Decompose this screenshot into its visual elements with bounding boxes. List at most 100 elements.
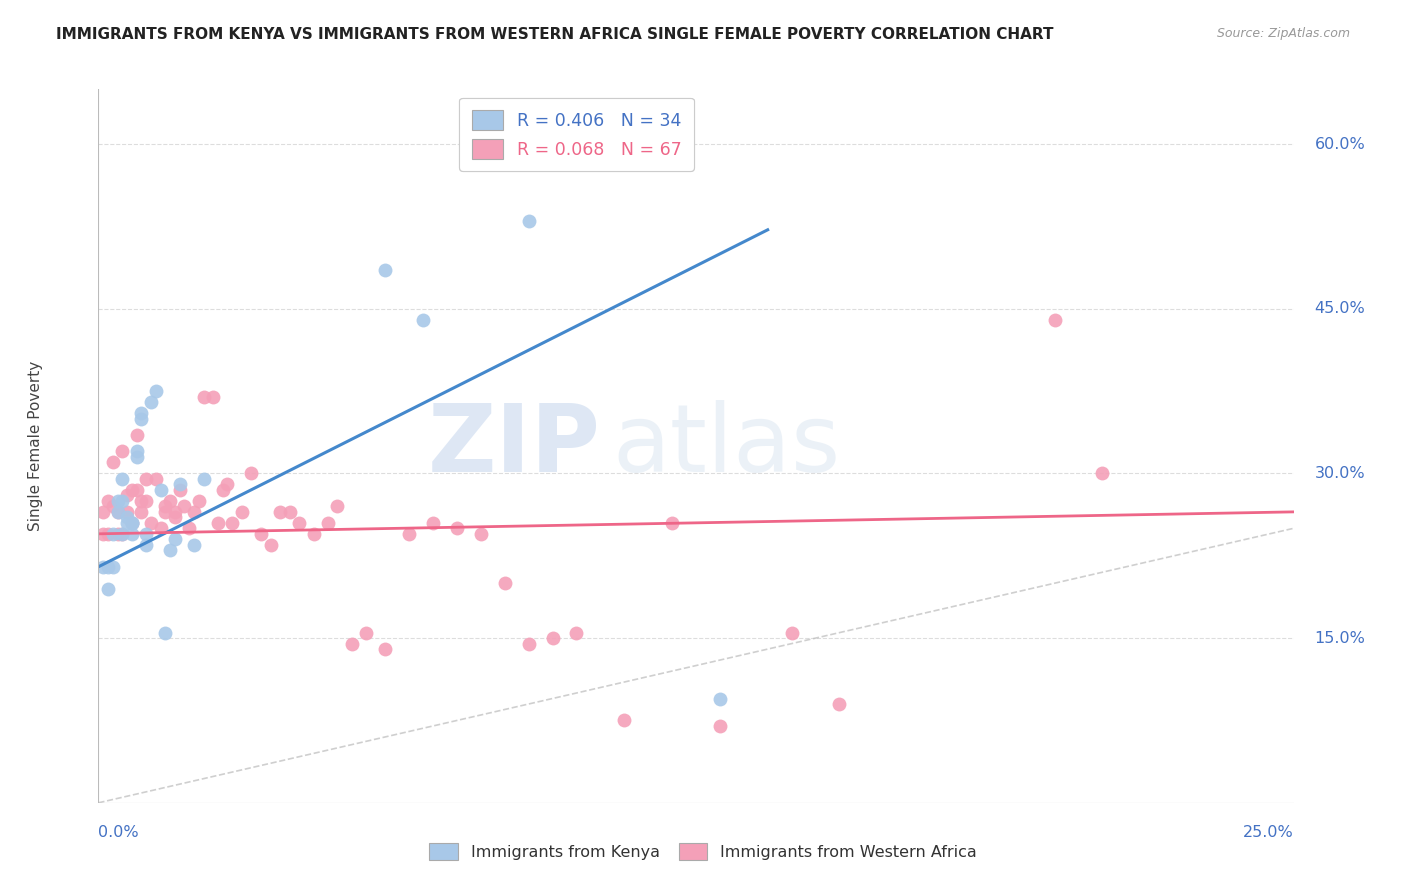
Point <box>780 625 803 640</box>
Point <box>278 505 301 519</box>
Point <box>125 428 148 442</box>
Point <box>446 521 468 535</box>
Point <box>828 697 851 711</box>
Point <box>269 505 291 519</box>
Legend: R = 0.406   N = 34, R = 0.068   N = 67: R = 0.406 N = 34, R = 0.068 N = 67 <box>460 98 693 171</box>
Point <box>91 505 114 519</box>
Point <box>107 526 129 541</box>
Point <box>97 526 120 541</box>
Point <box>565 625 588 640</box>
Point <box>541 631 564 645</box>
Point <box>155 625 177 640</box>
Point <box>139 516 162 530</box>
Point <box>179 521 201 535</box>
Point <box>125 483 148 497</box>
Point <box>217 477 239 491</box>
Text: 0.0%: 0.0% <box>98 825 139 840</box>
Point <box>470 526 492 541</box>
Point <box>163 510 186 524</box>
Text: 30.0%: 30.0% <box>1315 466 1365 481</box>
Point <box>517 637 540 651</box>
Point <box>139 395 162 409</box>
Point <box>211 483 233 497</box>
Point <box>231 505 253 519</box>
Point <box>326 500 349 514</box>
Point <box>187 494 209 508</box>
Point <box>709 691 731 706</box>
Point <box>111 444 134 458</box>
Point <box>374 642 396 657</box>
Point <box>145 384 167 398</box>
Point <box>354 625 377 640</box>
Point <box>316 516 339 530</box>
Point <box>115 510 138 524</box>
Point <box>135 494 157 508</box>
Point <box>121 483 143 497</box>
Point <box>240 467 263 481</box>
Point <box>131 411 153 425</box>
Point <box>107 494 129 508</box>
Point <box>169 483 191 497</box>
Point <box>91 559 114 574</box>
Text: Source: ZipAtlas.com: Source: ZipAtlas.com <box>1216 27 1350 40</box>
Point <box>101 559 124 574</box>
Point <box>183 538 205 552</box>
Point <box>131 505 153 519</box>
Point <box>207 516 229 530</box>
Point <box>259 538 281 552</box>
Text: ZIP: ZIP <box>427 400 600 492</box>
Point <box>169 477 191 491</box>
Point <box>115 505 138 519</box>
Point <box>288 516 311 530</box>
Point <box>125 450 148 464</box>
Text: IMMIGRANTS FROM KENYA VS IMMIGRANTS FROM WESTERN AFRICA SINGLE FEMALE POVERTY CO: IMMIGRANTS FROM KENYA VS IMMIGRANTS FROM… <box>56 27 1053 42</box>
Point <box>412 312 434 326</box>
Point <box>302 526 325 541</box>
Point <box>107 505 129 519</box>
Text: Single Female Poverty: Single Female Poverty <box>28 361 42 531</box>
Text: 60.0%: 60.0% <box>1315 136 1365 152</box>
Point <box>1043 312 1066 326</box>
Point <box>709 719 731 733</box>
Point <box>131 406 153 420</box>
Point <box>613 714 636 728</box>
Point <box>159 543 181 558</box>
Point <box>101 500 124 514</box>
Point <box>101 526 124 541</box>
Point <box>173 500 195 514</box>
Point <box>115 488 138 502</box>
Legend: Immigrants from Kenya, Immigrants from Western Africa: Immigrants from Kenya, Immigrants from W… <box>423 837 983 866</box>
Point <box>121 526 143 541</box>
Point <box>517 214 540 228</box>
Point <box>1091 467 1114 481</box>
Point <box>149 521 172 535</box>
Point <box>107 505 129 519</box>
Point <box>115 516 138 530</box>
Point <box>101 455 124 469</box>
Point <box>661 516 683 530</box>
Point <box>111 472 134 486</box>
Point <box>97 559 120 574</box>
Point <box>121 516 143 530</box>
Point <box>193 390 215 404</box>
Point <box>193 472 215 486</box>
Point <box>398 526 420 541</box>
Point <box>145 472 167 486</box>
Point <box>135 472 157 486</box>
Point <box>374 263 396 277</box>
Point <box>155 500 177 514</box>
Point <box>111 494 134 508</box>
Text: 15.0%: 15.0% <box>1315 631 1365 646</box>
Point <box>97 582 120 596</box>
Point <box>121 516 143 530</box>
Point <box>163 505 186 519</box>
Point <box>183 505 205 519</box>
Point <box>149 483 172 497</box>
Point <box>202 390 225 404</box>
Point <box>111 526 134 541</box>
Point <box>111 526 134 541</box>
Point <box>97 494 120 508</box>
Point <box>91 526 114 541</box>
Point <box>135 526 157 541</box>
Point <box>340 637 363 651</box>
